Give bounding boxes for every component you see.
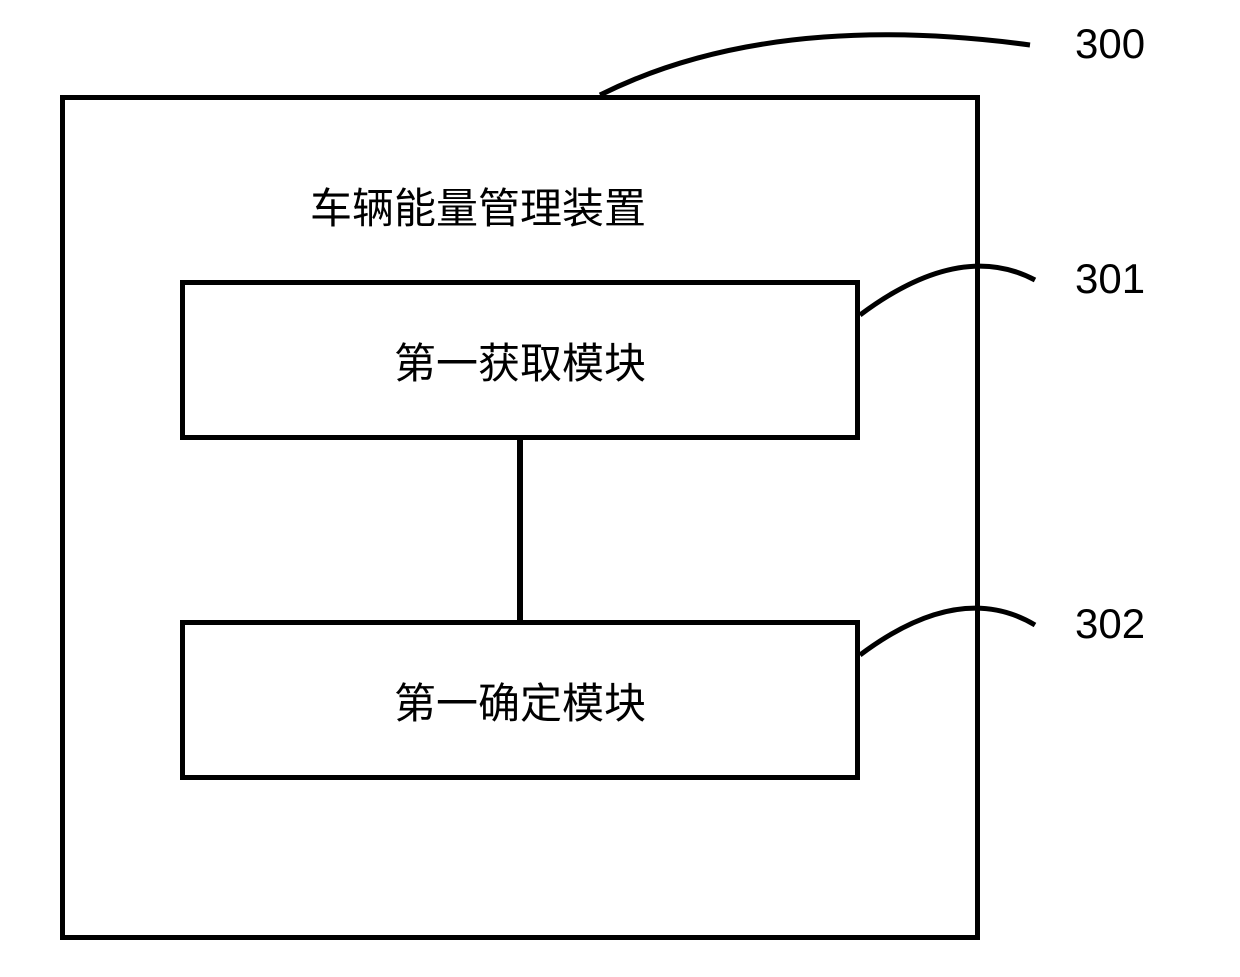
leader-curve (600, 35, 1030, 95)
block-diagram: 车辆能量管理装置 第一获取模块第一确定模块 300301302 (0, 0, 1240, 977)
leader-lines-layer (0, 0, 1240, 977)
reference-label: 301 (1075, 255, 1145, 303)
leader-curve (860, 608, 1035, 655)
leader-curve (860, 266, 1035, 315)
reference-label: 302 (1075, 600, 1145, 648)
reference-label: 300 (1075, 20, 1145, 68)
